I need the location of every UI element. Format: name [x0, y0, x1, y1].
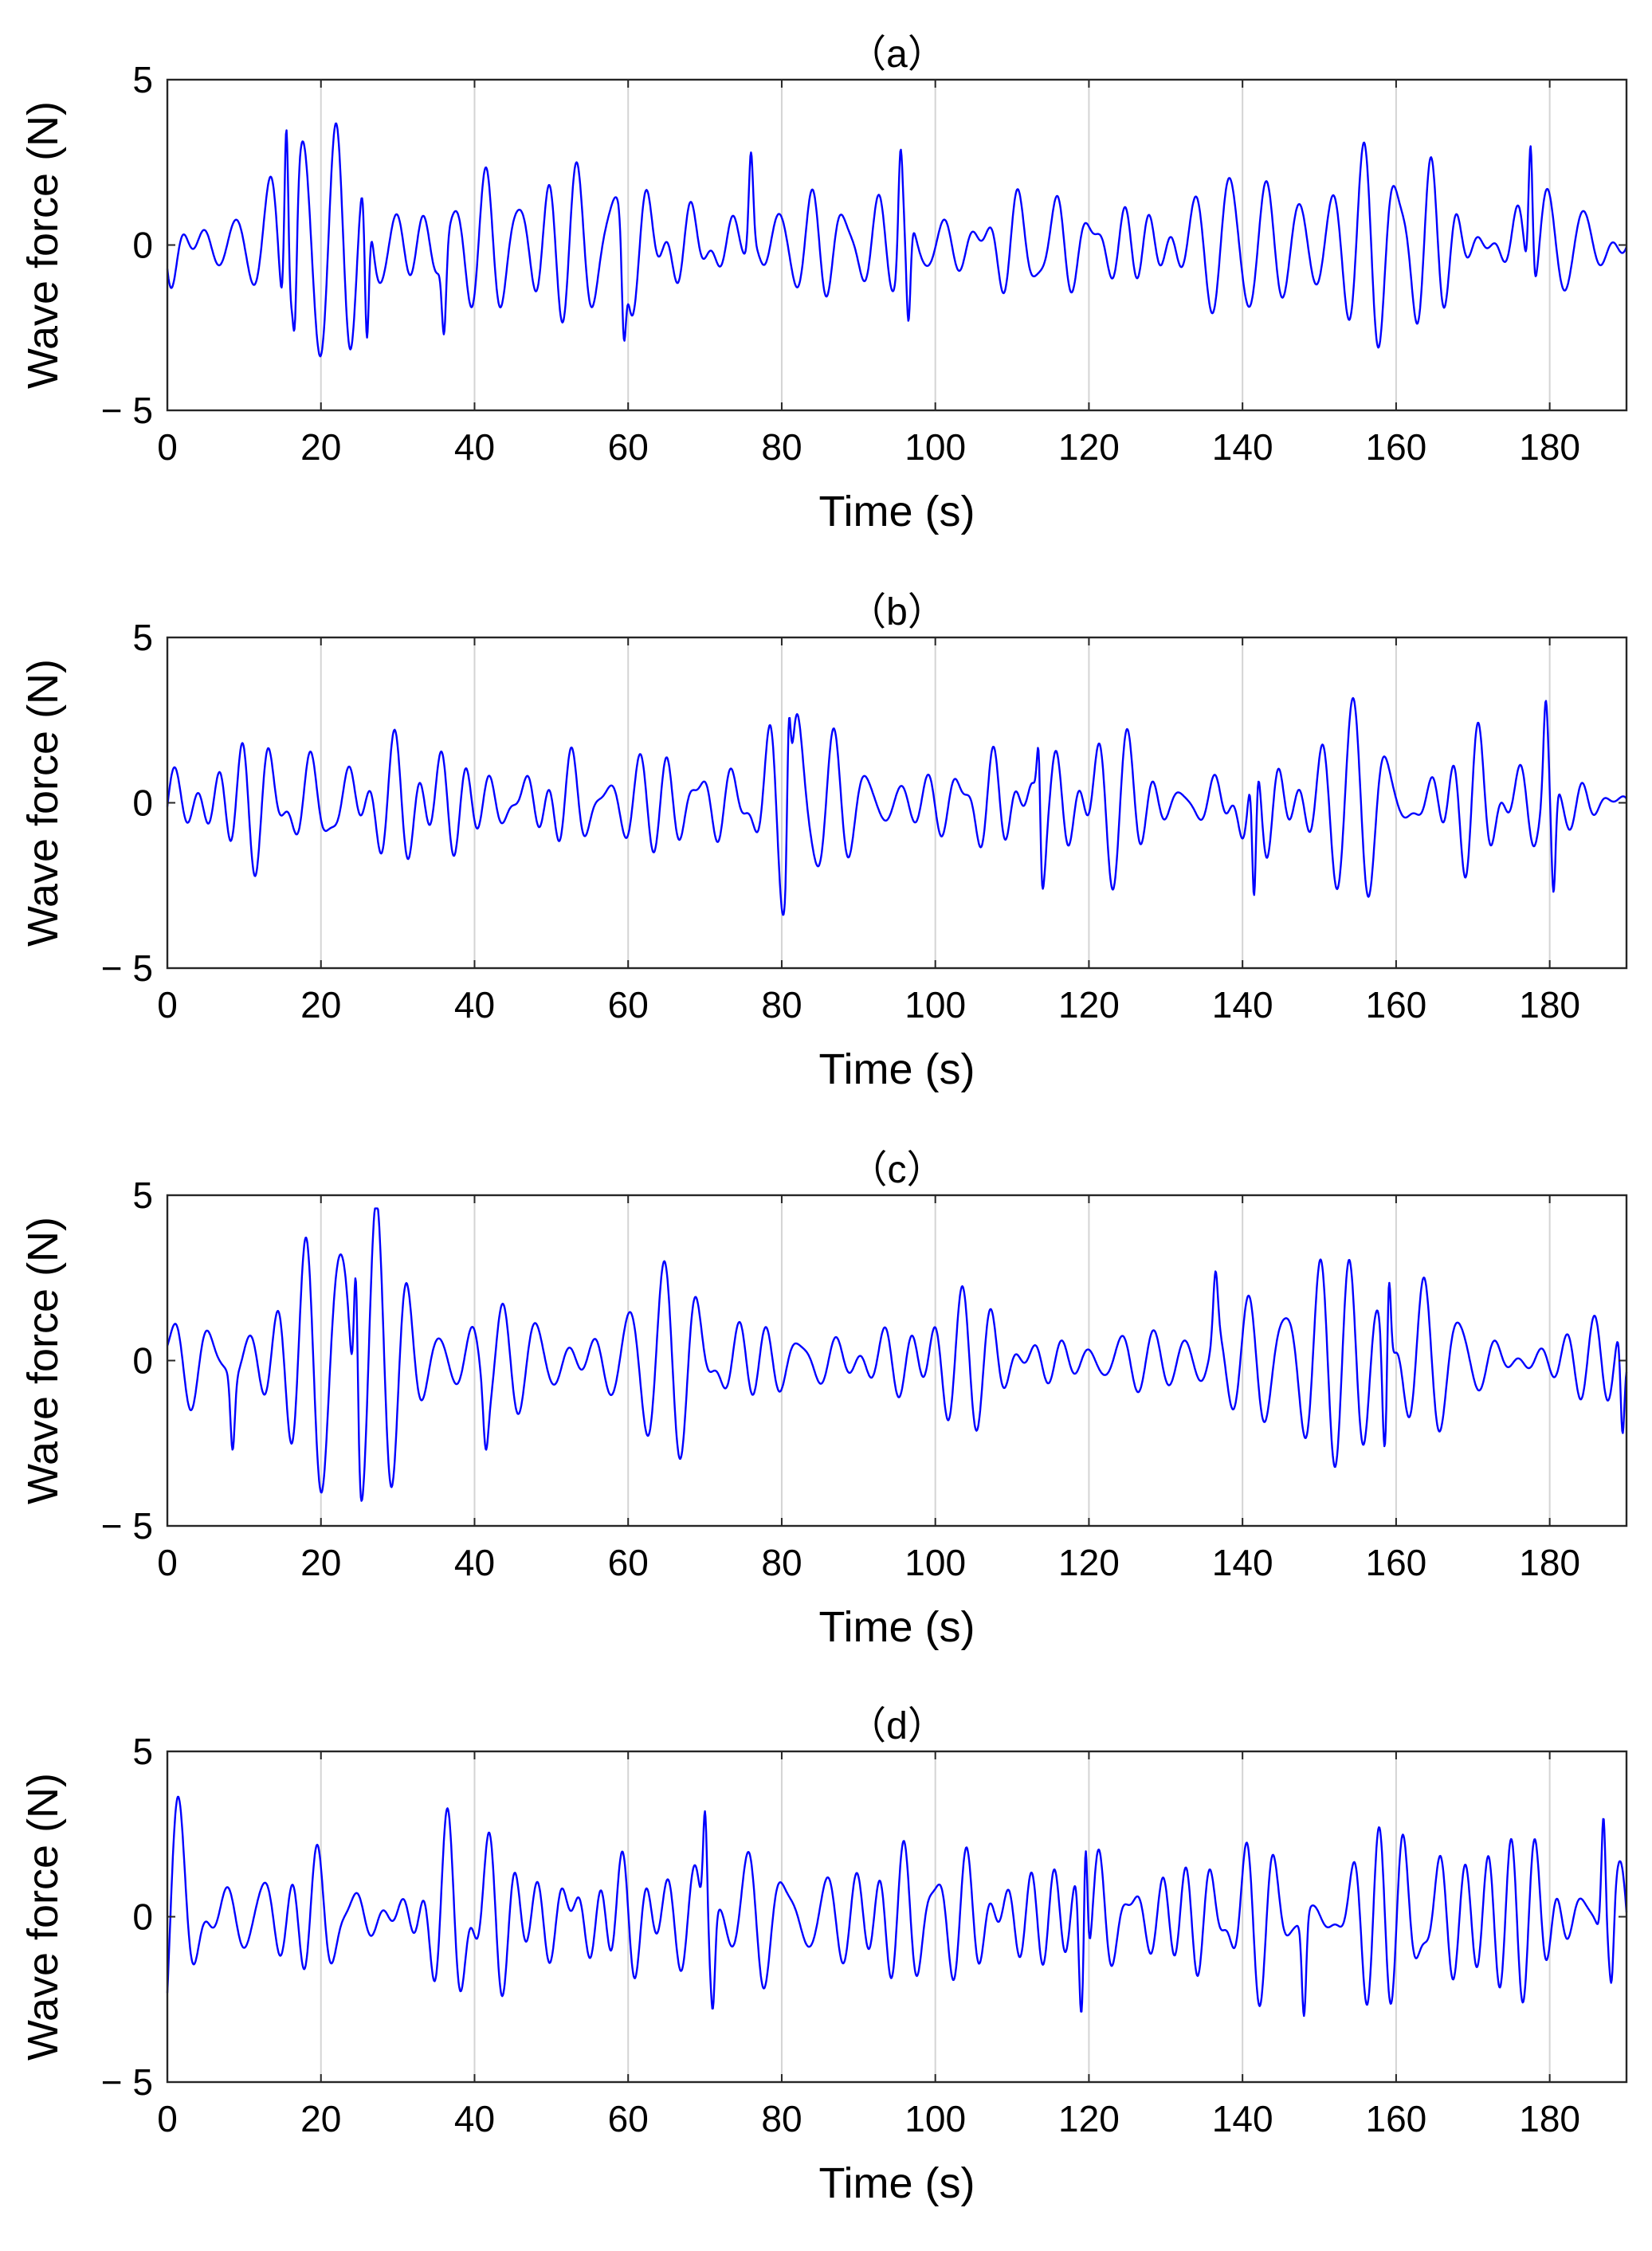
series-line: [166, 122, 1628, 358]
series-line: [166, 696, 1627, 916]
x-tick-label: 120: [1058, 1542, 1120, 1583]
x-tick-label: 80: [761, 2098, 802, 2139]
x-tick-label: 40: [454, 1542, 495, 1583]
x-tick-label: 40: [454, 2098, 495, 2139]
y-tick-label: 5: [132, 617, 153, 658]
y-tick-label: − 5: [101, 2061, 153, 2103]
chart-title: （d）: [848, 1705, 946, 1747]
y-axis-label: Wave force (N): [19, 101, 67, 389]
x-tick-label: 120: [1058, 426, 1120, 468]
x-tick-label: 40: [454, 984, 495, 1025]
x-tick-label: 0: [157, 426, 178, 468]
x-tick-label: 20: [300, 426, 341, 468]
y-tick-label: − 5: [101, 1505, 153, 1547]
x-axis-label: Time (s): [819, 1603, 975, 1651]
chart-title: （b）: [848, 591, 946, 633]
x-tick-label: 180: [1519, 426, 1580, 468]
x-axis-label: Time (s): [819, 2159, 975, 2207]
y-tick-label: 5: [132, 1731, 153, 1772]
y-tick-label: 0: [132, 1896, 153, 1938]
x-tick-label: 160: [1366, 984, 1427, 1025]
plot-area: [167, 1195, 1626, 1526]
chart-title: （a）: [848, 33, 946, 76]
y-axis-label: Wave force (N): [19, 1217, 67, 1504]
y-tick-label: − 5: [101, 390, 153, 431]
y-tick-label: 0: [132, 1340, 153, 1382]
x-tick-label: 0: [157, 984, 178, 1025]
x-tick-label: 100: [904, 2098, 966, 2139]
x-tick-label: 20: [300, 984, 341, 1025]
series-line: [166, 1207, 1628, 1502]
y-axis-label: Wave force (N): [19, 1773, 67, 2061]
x-tick-label: 160: [1366, 2098, 1427, 2139]
series-line: [166, 1795, 1628, 2018]
x-tick-label: 60: [608, 426, 649, 468]
x-tick-label: 60: [608, 1542, 649, 1583]
x-tick-label: 80: [761, 984, 802, 1025]
x-tick-label: 160: [1366, 1542, 1427, 1583]
y-tick-label: 5: [132, 59, 153, 100]
x-tick-label: 100: [904, 426, 966, 468]
x-tick-label: 0: [157, 1542, 178, 1583]
x-tick-label: 180: [1519, 1542, 1580, 1583]
x-tick-label: 0: [157, 2098, 178, 2139]
x-axis-label: Time (s): [819, 488, 975, 535]
x-tick-label: 40: [454, 426, 495, 468]
x-tick-label: 180: [1519, 2098, 1580, 2139]
y-tick-label: − 5: [101, 947, 153, 989]
x-tick-label: 120: [1058, 2098, 1120, 2139]
x-tick-label: 80: [761, 1542, 802, 1583]
chart-title: （c）: [849, 1149, 944, 1191]
x-tick-label: 160: [1366, 426, 1427, 468]
x-tick-label: 60: [608, 984, 649, 1025]
y-tick-label: 0: [132, 782, 153, 824]
x-tick-label: 180: [1519, 984, 1580, 1025]
x-tick-label: 100: [904, 1542, 966, 1583]
x-axis-label: Time (s): [819, 1045, 975, 1093]
x-tick-label: 100: [904, 984, 966, 1025]
x-tick-label: 20: [300, 2098, 341, 2139]
y-tick-label: 5: [132, 1175, 153, 1216]
x-tick-label: 140: [1212, 984, 1273, 1025]
x-tick-label: 140: [1212, 426, 1273, 468]
y-axis-label: Wave force (N): [19, 659, 67, 947]
x-tick-label: 60: [608, 2098, 649, 2139]
x-tick-label: 120: [1058, 984, 1120, 1025]
plot-area: [167, 637, 1626, 968]
x-tick-label: 140: [1212, 2098, 1273, 2139]
x-tick-label: 140: [1212, 1542, 1273, 1583]
x-tick-label: 20: [300, 1542, 341, 1583]
x-tick-label: 80: [761, 426, 802, 468]
y-tick-label: 0: [132, 225, 153, 266]
